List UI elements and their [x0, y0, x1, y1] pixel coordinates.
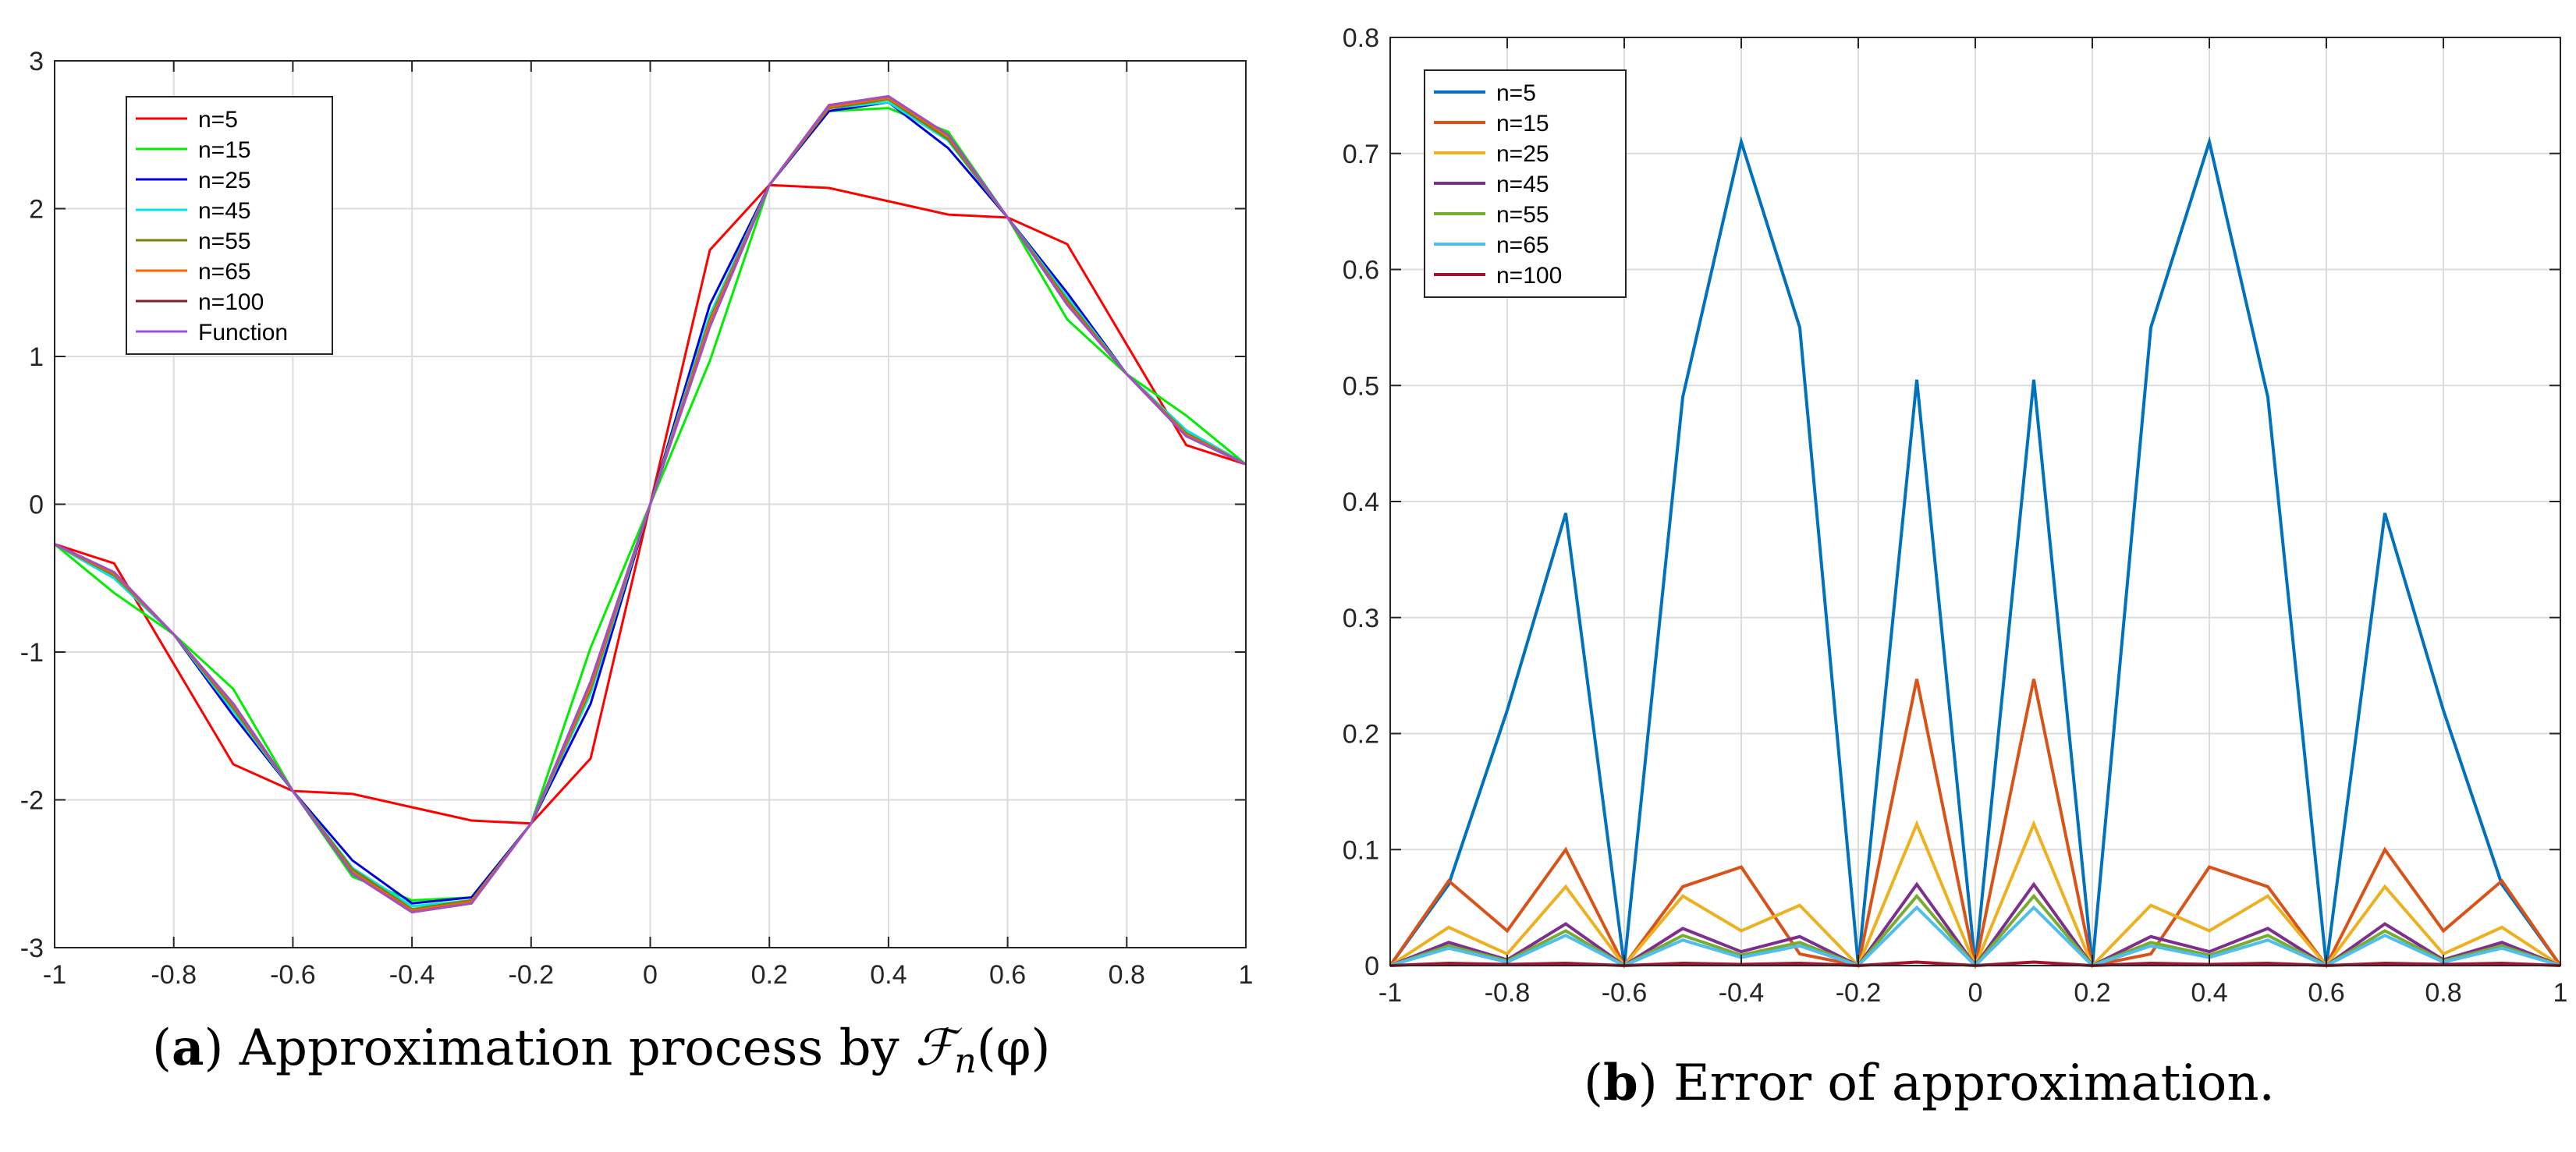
legend-label: n=45	[1496, 172, 1549, 197]
legend-label: n=45	[198, 198, 251, 224]
x-tick-label: 0	[643, 960, 658, 990]
legend-label: n=65	[1496, 232, 1549, 258]
x-tick-label: 0.4	[2191, 978, 2227, 1008]
legend-label: n=100	[1496, 263, 1562, 289]
y-tick-label: 0.6	[1343, 256, 1379, 285]
series-line-function	[54, 94, 1247, 914]
x-tick-label: -0.4	[1719, 978, 1765, 1008]
x-tick-label: 0.2	[2074, 978, 2110, 1008]
x-tick-label: -0.2	[1836, 978, 1882, 1008]
y-tick-label: 0	[1364, 952, 1379, 981]
x-tick-label: -0.4	[389, 960, 435, 990]
y-tick-label: 0.3	[1343, 604, 1379, 633]
x-tick-label: 0.6	[989, 960, 1026, 990]
y-tick-label: 3	[29, 47, 44, 76]
x-tick-label: -1	[43, 960, 66, 990]
caption-a-label: a	[172, 1019, 204, 1077]
y-tick-label: -2	[20, 786, 44, 816]
y-tick-label: 0.5	[1343, 371, 1379, 401]
y-tick-label: 2	[29, 195, 44, 225]
x-tick-label: 1	[1239, 960, 1254, 990]
x-tick-label: -0.8	[1485, 978, 1531, 1008]
x-tick-label: -0.2	[509, 960, 555, 990]
legend-label: n=100	[198, 289, 264, 315]
y-tick-label: 0.2	[1343, 720, 1379, 750]
y-tick-label: -3	[20, 934, 44, 963]
caption-b-label: b	[1603, 1054, 1638, 1112]
legend-label: n=15	[1496, 111, 1549, 136]
legend-label: n=5	[1496, 80, 1536, 106]
chart-approximation: -1 -0.8 -0.6 -0.4 -0.2 0 0.2 0.4 0.6 0.8 1 -3 -2 -1 0 1…	[20, 47, 1254, 990]
x-tick-label: -0.8	[151, 960, 197, 990]
legend-label: n=15	[198, 137, 251, 163]
legend-label: n=55	[198, 229, 251, 254]
legend-label: n=25	[198, 168, 251, 193]
y-tick-label: 0.1	[1343, 835, 1379, 865]
chart-error: -1 -0.8 -0.6 -0.4 -0.2 0 0.2 0.4 0.6 0.8 1 0 0.1 0.2 0…	[1343, 23, 2568, 1008]
y-tick-label: 0.7	[1343, 140, 1379, 169]
caption-b: (b) Error of approximation.	[1584, 1054, 2275, 1112]
caption-a: (a) Approximation process by ℱn(φ)	[152, 1019, 1050, 1081]
legend-label: n=25	[1496, 141, 1549, 167]
x-tick-label: -0.6	[270, 960, 316, 990]
y-tick-label: 0	[29, 491, 44, 520]
caption-a-math-arg: (φ)	[977, 1019, 1051, 1077]
legend	[126, 96, 333, 355]
x-tick-label: 0.4	[870, 960, 907, 990]
caption-a-text: Approximation process by	[239, 1019, 899, 1077]
y-tick-label: 0.4	[1343, 487, 1379, 517]
x-tick-label: 0	[1968, 978, 1983, 1008]
legend-label: Function	[198, 320, 288, 346]
legend-label: n=55	[1496, 202, 1549, 228]
x-tick-label: -0.6	[1602, 978, 1648, 1008]
x-tick-label: 0.8	[1109, 960, 1145, 990]
caption-b-text: Error of approximation.	[1673, 1055, 2275, 1112]
x-tick-label: 0.8	[2425, 978, 2461, 1008]
x-tick-label: 0.6	[2308, 978, 2344, 1008]
legend-label: n=5	[198, 107, 238, 133]
y-tick-label: -1	[20, 638, 44, 668]
x-tick-label: -1	[1378, 978, 1402, 1008]
x-tick-label: 1	[2553, 978, 2568, 1008]
y-tick-label: 1	[29, 342, 44, 372]
x-tick-label: 0.2	[751, 960, 788, 990]
legend-label: n=65	[198, 259, 251, 285]
y-tick-label: 0.8	[1343, 23, 1379, 53]
caption-a-math-sub: n	[954, 1041, 976, 1081]
